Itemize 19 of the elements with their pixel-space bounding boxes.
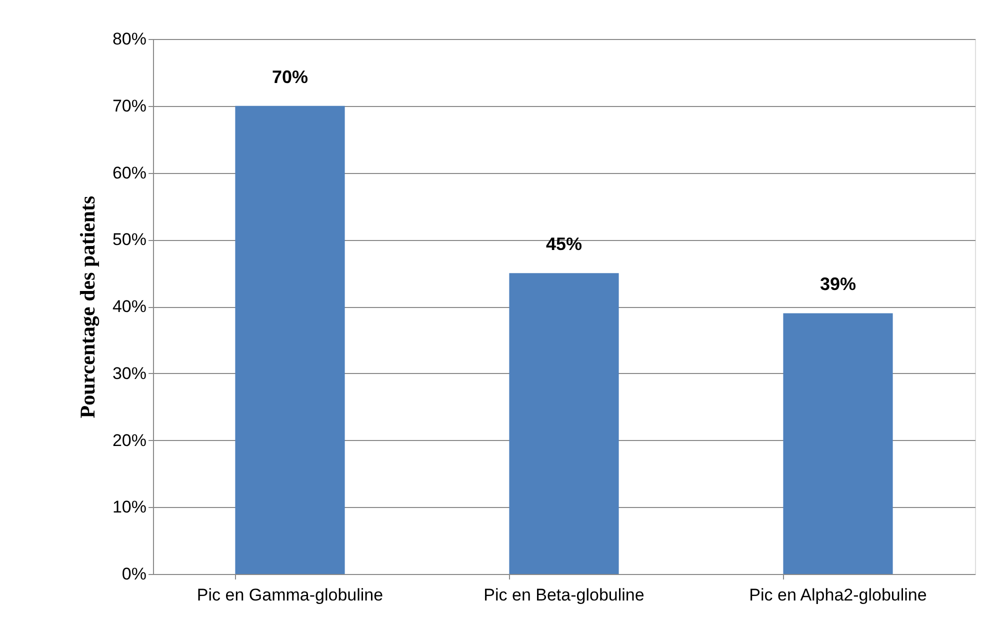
- y-tick-label: 10%: [112, 498, 146, 517]
- y-tick-label: 50%: [112, 230, 146, 250]
- bar: [509, 273, 619, 574]
- y-axis-title: Pourcentage des patients: [75, 196, 100, 418]
- data-label: 70%: [272, 66, 308, 87]
- y-tick-label: 80%: [112, 30, 146, 48]
- data-label: 39%: [820, 274, 856, 294]
- y-tick-label: 30%: [112, 364, 146, 383]
- x-tick-label: Pic en Beta-globuline: [484, 586, 644, 604]
- bar: [235, 106, 345, 574]
- bar: [783, 313, 893, 574]
- y-tick-label: 40%: [112, 297, 146, 316]
- y-tick-label: 70%: [112, 96, 146, 116]
- data-label: 45%: [546, 234, 582, 254]
- y-tick-label: 20%: [112, 430, 146, 450]
- y-tick-label: 60%: [112, 163, 146, 182]
- x-tick-label: Pic en Alpha2-globuline: [749, 586, 927, 604]
- x-tick-label: Pic en Gamma-globuline: [196, 586, 384, 604]
- y-tick-label: 0%: [122, 564, 146, 584]
